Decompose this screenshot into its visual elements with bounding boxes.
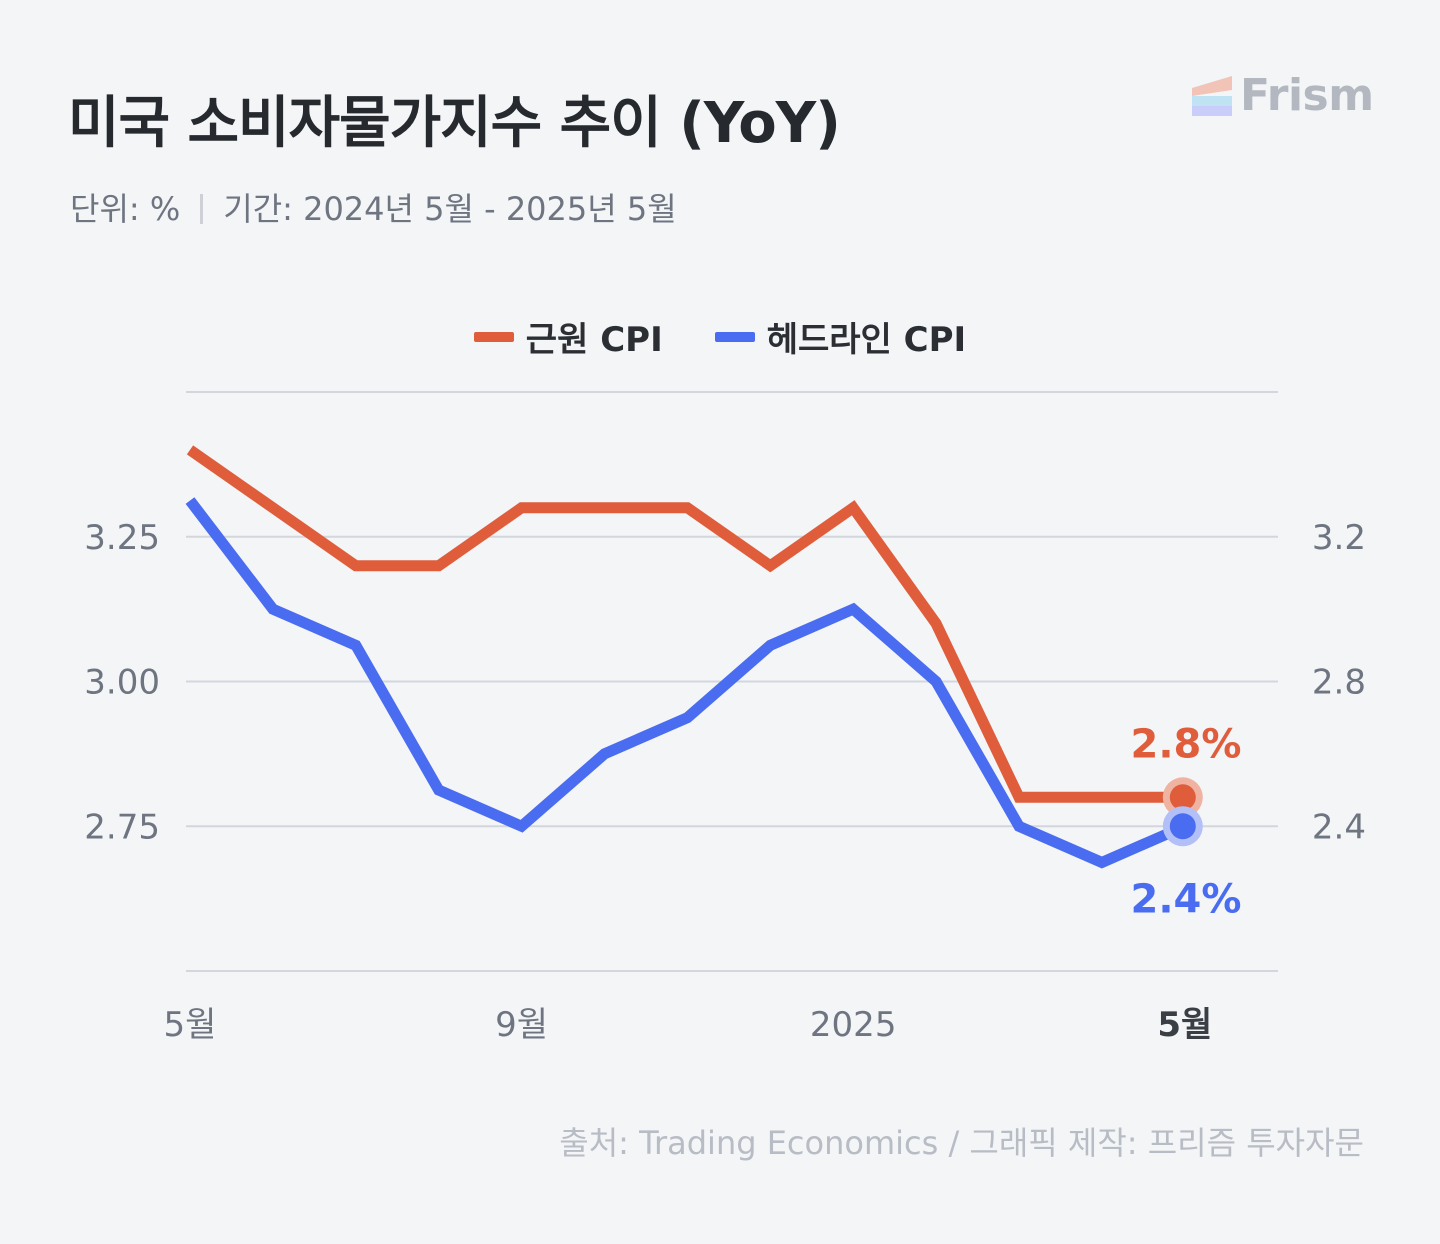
right-axis-tick-label: 2.8 [1312,663,1366,703]
left-axis-tick-label: 2.75 [84,807,160,847]
core-cpi-end-label: 2.8% [1131,721,1242,767]
chart-subtitle: 단위: % 기간: 2024년 5월 - 2025년 5월 [70,184,677,230]
left-axis-tick-label: 3.00 [84,663,160,703]
chart-legend: 근원 CPI 헤드라인 CPI [0,312,1440,361]
legend-label-core: 근원 CPI [525,320,663,360]
frism-logo-icon [1192,75,1232,116]
legend-swatch-core [473,331,514,342]
frism-logo: Frism [1192,70,1374,121]
right-axis-tick-label: 2.4 [1312,807,1366,847]
x-axis-tick-label: 9월 [495,1005,548,1045]
chart-title: 미국 소비자물가지수 추이 (YoY) [68,91,841,156]
x-axis-tick-label: 5월 [1157,1005,1212,1045]
x-axis-tick-label: 2025 [810,1005,897,1045]
headline-cpi-end-marker [1169,813,1196,840]
x-axis-tick-label: 5월 [164,1005,217,1045]
legend-swatch-headline [714,331,755,342]
source-note: 출처: Trading Economics / 그래픽 제작: 프리즘 투자자문 [559,1124,1364,1162]
period-label: 기간: 2024년 5월 - 2025년 5월 [223,190,677,228]
logo-text: Frism [1240,70,1374,121]
right-axis-tick-label: 3.2 [1312,518,1366,558]
legend-item-headline: 헤드라인 CPI [714,312,967,361]
left-axis-tick-label: 3.25 [84,518,160,558]
subtitle-divider [200,194,204,224]
headline-cpi-end-label: 2.4% [1131,876,1242,922]
headline-cpi-line [185,497,1188,869]
legend-label-headline: 헤드라인 CPI [766,320,967,360]
core-cpi-end-marker [1169,784,1196,811]
legend-item-core: 근원 CPI [473,312,663,361]
core-cpi-line [186,445,1185,803]
unit-label: 단위: % [70,190,181,228]
